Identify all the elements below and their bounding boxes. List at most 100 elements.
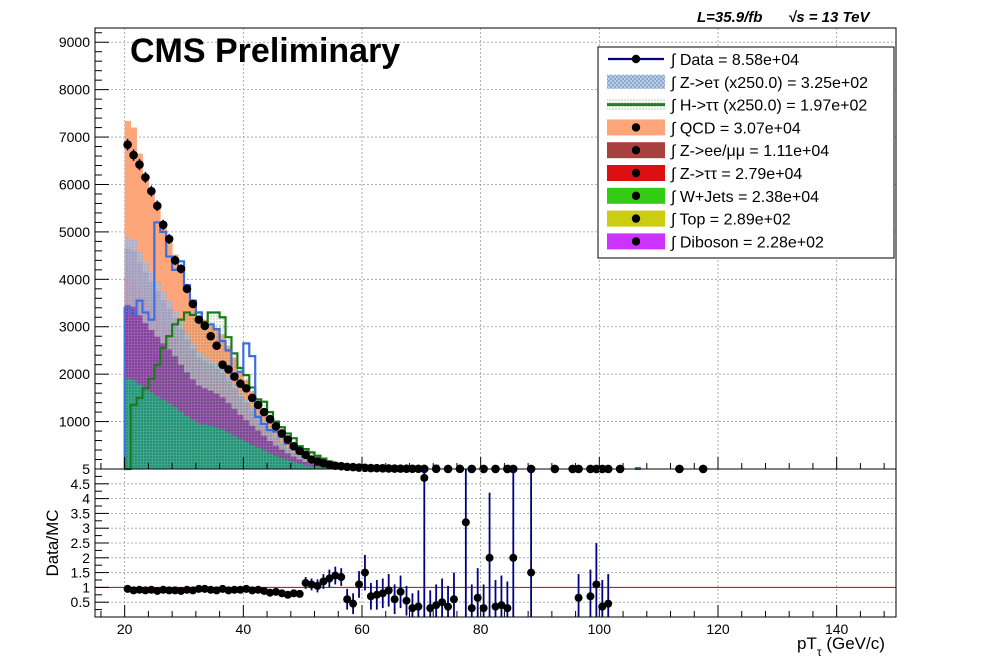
bottom-y-tick-label: 1.5 — [71, 565, 91, 581]
ratio-point — [337, 573, 346, 582]
ratio-point — [295, 589, 304, 598]
top-y-tick-label: 5000 — [59, 224, 90, 240]
ratio-point — [200, 584, 209, 593]
ratio-point — [153, 586, 162, 595]
ratio-point — [378, 589, 387, 598]
data-point — [271, 422, 281, 431]
overlay-bar-purple — [148, 330, 155, 393]
data-point — [366, 463, 376, 473]
ratio-point — [390, 595, 399, 604]
bottom-y-tick-label: 4 — [82, 491, 90, 507]
energy-label: √s = 13 TeV — [788, 9, 871, 26]
ratio-point — [497, 601, 506, 610]
data-point — [153, 201, 162, 211]
data-point — [206, 331, 215, 341]
ratio-point — [574, 593, 583, 602]
data-point — [236, 379, 245, 388]
bottom-y-tick-label: 2.5 — [71, 535, 91, 551]
ratio-point — [592, 580, 601, 589]
y-axis-label: Data/MC — [43, 509, 62, 576]
ratio-point — [402, 596, 411, 605]
ratio-point — [473, 593, 482, 602]
ratio-point — [129, 586, 138, 595]
ratio-point — [426, 604, 435, 613]
ratio-point — [485, 553, 494, 562]
legend-entry-4-label: ∫ Z->ee/μμ = 1.11e+04 — [670, 143, 829, 160]
overlay-bar-purple — [130, 306, 137, 380]
ratio-point — [224, 586, 233, 595]
bottom-panel-x-axis: 20 40 60 80 100 120 140 — [100, 457, 885, 637]
top-y-tick-label: 1000 — [59, 414, 90, 430]
legend-entry-7-label: ∫ Top = 2.89e+02 — [670, 212, 791, 229]
ratio-point — [171, 586, 180, 595]
data-point — [289, 441, 299, 451]
ratio-point — [266, 588, 275, 597]
overlay-bar-lightblue — [166, 300, 173, 350]
data-point — [242, 384, 251, 393]
data-point — [176, 264, 186, 274]
overlay-bar-lightblue — [130, 239, 137, 307]
data-point — [141, 173, 150, 182]
overlay-bar-teal — [124, 378, 131, 469]
bottom-panel-y-axis: 0.511.522.533.544.55 — [71, 461, 109, 610]
ratio-point — [177, 586, 186, 595]
lumi-label: L=35.9/fb — [697, 9, 762, 26]
ratio-point — [254, 585, 263, 594]
ratio-point — [319, 577, 328, 586]
ratio-point — [598, 602, 607, 611]
data-point — [230, 372, 239, 381]
legend-entry-0-swatch-marker — [631, 54, 641, 64]
ratio-point — [449, 595, 458, 604]
bottom-y-tick-label: 2 — [82, 550, 90, 566]
ratio-point — [206, 585, 215, 594]
data-point — [123, 140, 132, 149]
ratio-point — [420, 473, 429, 482]
data-point — [147, 186, 156, 196]
bottom-y-tick-label: 3 — [82, 520, 90, 536]
top-y-tick-label: 6000 — [59, 176, 90, 192]
data-point — [158, 220, 168, 230]
ratio-point — [147, 585, 156, 594]
bottom-x-tick-label: 100 — [588, 621, 612, 637]
data-point — [265, 414, 275, 424]
data-point — [194, 315, 204, 324]
data-point — [247, 393, 257, 403]
data-point — [253, 400, 263, 410]
overlay-bar-lightblue — [136, 252, 143, 316]
data-point — [277, 429, 287, 438]
legend-entry-7-swatch-marker — [631, 214, 641, 223]
ratio-point — [414, 602, 423, 611]
bottom-y-tick-label: 1 — [82, 579, 90, 595]
ratio-point — [135, 585, 144, 594]
cms-preliminary-label: CMS Preliminary — [130, 32, 400, 70]
legend-entry-6-swatch-marker — [631, 191, 641, 200]
x-axis-label-sub: τ — [817, 645, 822, 659]
bottom-y-tick-label: 5 — [82, 461, 90, 477]
legend-entry-6-label: ∫ W+Jets = 2.38e+04 — [670, 189, 819, 206]
legend: ∫ Data = 8.58e+04 ∫ Z->eτ (x250.0) = 3.25… — [597, 46, 895, 259]
htautau-hatch-fill — [124, 312, 380, 469]
data-point — [164, 234, 174, 244]
bottom-x-tick-label: 120 — [706, 621, 730, 637]
overlay-bar-lightblue — [154, 282, 161, 337]
ratio-point — [586, 592, 595, 601]
ratio-point — [604, 599, 613, 608]
data-point — [384, 464, 394, 473]
top-y-tick-label: 4000 — [59, 271, 90, 287]
ratio-point — [509, 553, 518, 562]
ratio-point — [479, 604, 488, 613]
ratio-point — [527, 568, 536, 577]
bottom-panel-ratio-points — [123, 469, 613, 617]
legend-entry-1-swatch-box — [607, 74, 665, 89]
ratio-point — [141, 586, 150, 595]
data-point — [259, 407, 269, 417]
legend-entry-8-swatch-marker — [631, 237, 641, 246]
legend-entry-2-label: ∫ H->ττ (x250.0) = 1.97e+02 — [670, 98, 867, 115]
top-y-tick-label: 7000 — [59, 129, 90, 145]
data-point — [301, 450, 310, 460]
top-panel-y-axis: 1000 2000 3000 4000 5000 6000 7000 8000 9000 — [59, 32, 109, 461]
x-axis-label: pTτ (GeV/c) — [797, 634, 885, 659]
ratio-point — [438, 598, 447, 607]
bottom-x-tick-label: 40 — [236, 621, 252, 637]
